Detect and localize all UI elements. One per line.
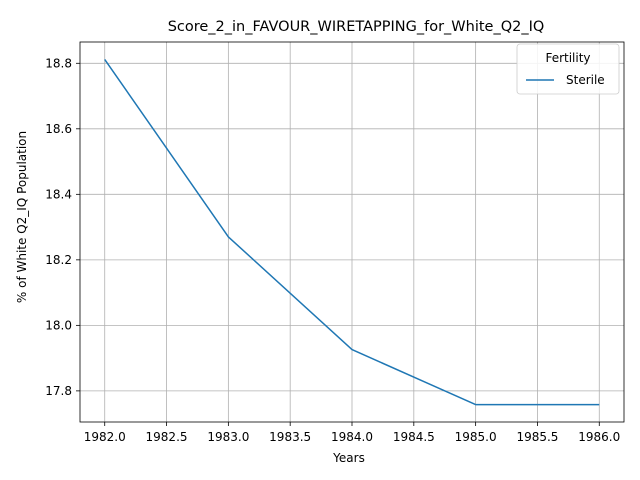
- legend-title: Fertility: [545, 51, 590, 65]
- series-layer: [104, 58, 600, 406]
- series-line-sterile: [104, 58, 600, 406]
- x-tick-label: 1982.5: [146, 430, 188, 444]
- y-tick-label: 18.6: [45, 122, 72, 136]
- x-tick-label: 1982.0: [84, 430, 126, 444]
- x-tick-label: 1983.0: [207, 430, 249, 444]
- x-tick-label: 1983.5: [269, 430, 311, 444]
- y-axis: 17.8 18.0 18.2 18.4 18.6 18.8: [45, 56, 80, 398]
- x-tick-label: 1984.5: [393, 430, 435, 444]
- legend-label-sterile: Sterile: [566, 73, 605, 87]
- legend: Fertility Sterile: [516, 43, 620, 95]
- x-tick-label: 1986.0: [578, 430, 620, 444]
- y-tick-label: 17.8: [45, 384, 72, 398]
- y-axis-label: % of White Q2_IQ Population: [15, 131, 29, 303]
- x-axis-label: Years: [332, 451, 365, 465]
- x-tick-label: 1985.5: [516, 430, 558, 444]
- x-tick-label: 1985.0: [455, 430, 497, 444]
- x-tick-label: 1984.0: [331, 430, 373, 444]
- y-tick-label: 18.8: [45, 56, 72, 70]
- grid: [80, 42, 624, 422]
- y-tick-label: 18.0: [45, 318, 72, 332]
- chart-title: Score_2_in_FAVOUR_WIRETAPPING_for_White_…: [168, 19, 545, 35]
- x-axis: 1982.0 1982.5 1983.0 1983.5 1984.0 1984.5 1985…: [84, 422, 620, 444]
- y-tick-label: 18.2: [45, 253, 72, 267]
- legend-box: [516, 43, 620, 95]
- y-tick-label: 18.4: [45, 187, 72, 201]
